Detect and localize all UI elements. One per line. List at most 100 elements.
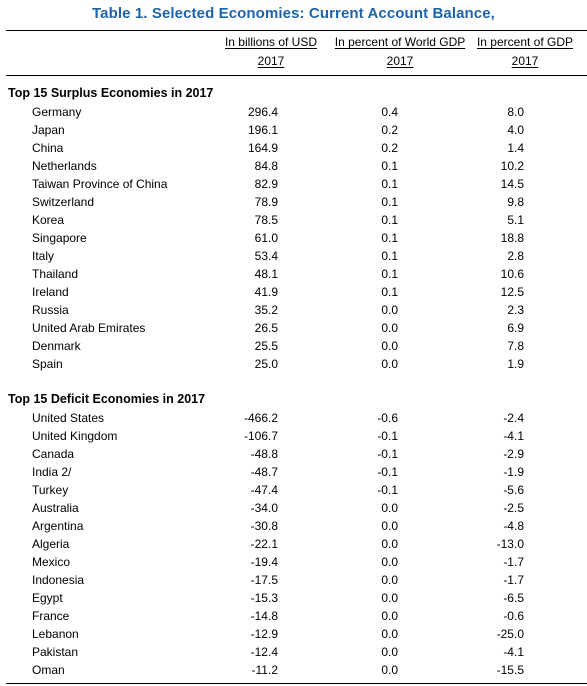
economy-name: Lebanon — [32, 627, 79, 641]
value-percent-gdp: -4.1 — [503, 429, 524, 443]
value-percent-world-gdp: -0.1 — [377, 429, 398, 443]
economy-name: Indonesia — [32, 573, 85, 587]
economy-name: United Arab Emirates — [32, 321, 146, 335]
value-percent-gdp: 1.9 — [507, 357, 524, 371]
economy-name: Canada — [32, 447, 75, 461]
table-row: United Arab Emirates 26.5 0.0 6.9 — [0, 321, 587, 339]
value-billions-usd: -17.5 — [250, 573, 278, 587]
value-percent-gdp: -2.5 — [503, 501, 524, 515]
value-billions-usd: -19.4 — [250, 555, 278, 569]
value-percent-gdp: -4.1 — [503, 645, 524, 659]
value-billions-usd: 41.9 — [254, 285, 278, 299]
value-percent-gdp: 7.8 — [507, 339, 524, 353]
table-row: Korea 78.5 0.1 5.1 — [0, 213, 587, 231]
economy-name: Oman — [32, 663, 65, 677]
economy-name: Italy — [32, 249, 55, 263]
value-percent-world-gdp: 0.0 — [381, 627, 398, 641]
value-billions-usd: -48.8 — [250, 447, 278, 461]
value-percent-gdp: 12.5 — [500, 285, 524, 299]
value-percent-world-gdp: 0.1 — [381, 159, 398, 173]
economy-name: France — [32, 609, 70, 623]
column-header-gdp-label: In percent of GDP — [476, 35, 574, 49]
value-percent-gdp: -2.9 — [503, 447, 524, 461]
value-percent-world-gdp: 0.0 — [381, 321, 398, 335]
deficit-section-title: Top 15 Deficit Economies in 2017 — [8, 392, 206, 406]
table-row: United States -466.2 -0.6 -2.4 — [0, 411, 587, 429]
economy-name: Turkey — [32, 483, 69, 497]
value-percent-world-gdp: 0.1 — [381, 285, 398, 299]
value-billions-usd: 53.4 — [254, 249, 278, 263]
value-percent-gdp: -6.5 — [503, 591, 524, 605]
value-percent-world-gdp: 0.0 — [381, 537, 398, 551]
value-percent-world-gdp: 0.1 — [381, 195, 398, 209]
top-rule — [6, 30, 587, 31]
economy-name: Ireland — [32, 285, 69, 299]
value-percent-gdp: 14.5 — [500, 177, 524, 191]
value-percent-world-gdp: 0.1 — [381, 249, 398, 263]
value-billions-usd: -30.8 — [250, 519, 278, 533]
value-percent-world-gdp: 0.0 — [381, 663, 398, 677]
economy-name: Switzerland — [32, 195, 95, 209]
value-percent-gdp: -1.7 — [503, 555, 524, 569]
economy-name: Pakistan — [32, 645, 79, 659]
value-percent-gdp: -5.6 — [503, 483, 524, 497]
table-row: Turkey -47.4 -0.1 -5.6 — [0, 483, 587, 501]
column-header-usd-year: 2017 — [257, 54, 285, 68]
table-row: Japan 196.1 0.2 4.0 — [0, 123, 587, 141]
value-billions-usd: -47.4 — [250, 483, 278, 497]
value-percent-world-gdp: 0.0 — [381, 573, 398, 587]
value-billions-usd: -11.2 — [251, 663, 278, 677]
value-percent-gdp: -4.8 — [503, 519, 524, 533]
value-billions-usd: -22.1 — [250, 537, 278, 551]
table-row: Germany 296.4 0.4 8.0 — [0, 105, 587, 123]
value-percent-world-gdp: 0.0 — [381, 591, 398, 605]
economy-name: Algeria — [32, 537, 70, 551]
value-percent-world-gdp: 0.1 — [381, 267, 398, 281]
value-percent-gdp: 6.9 — [507, 321, 524, 335]
value-billions-usd: 61.0 — [254, 231, 278, 245]
value-percent-world-gdp: 0.2 — [381, 123, 398, 137]
bottom-rule — [6, 683, 587, 684]
value-percent-gdp: 5.1 — [507, 213, 524, 227]
table-row: Algeria -22.1 0.0 -13.0 — [0, 537, 587, 555]
table-row: Australia -34.0 0.0 -2.5 — [0, 501, 587, 519]
value-billions-usd: 82.9 — [254, 177, 278, 191]
value-billions-usd: 164.9 — [247, 141, 278, 155]
economy-name: Spain — [32, 357, 63, 371]
table-row: Lebanon -12.9 0.0 -25.0 — [0, 627, 587, 645]
economy-name: Netherlands — [32, 159, 97, 173]
value-percent-world-gdp: 0.0 — [381, 339, 398, 353]
value-percent-gdp: -25.0 — [496, 627, 524, 641]
value-billions-usd: 25.0 — [254, 357, 278, 371]
table-row: Pakistan -12.4 0.0 -4.1 — [0, 645, 587, 663]
value-percent-gdp: 1.4 — [507, 141, 524, 155]
value-percent-gdp: 10.2 — [500, 159, 524, 173]
column-header-world-gdp-year: 2017 — [386, 54, 414, 68]
table-row: Thailand 48.1 0.1 10.6 — [0, 267, 587, 285]
table-row: Spain 25.0 0.0 1.9 — [0, 357, 587, 375]
economy-name: Japan — [32, 123, 65, 137]
value-billions-usd: -466.2 — [243, 411, 278, 425]
value-billions-usd: 296.4 — [247, 105, 278, 119]
value-percent-gdp: -1.9 — [503, 465, 524, 479]
value-percent-world-gdp: -0.1 — [377, 465, 398, 479]
table-row: Oman -11.2 0.0 -15.5 — [0, 663, 587, 681]
value-billions-usd: 78.9 — [254, 195, 278, 209]
value-percent-world-gdp: 0.1 — [381, 177, 398, 191]
value-billions-usd: -12.9 — [250, 627, 278, 641]
value-percent-world-gdp: 0.0 — [381, 555, 398, 569]
table-title: Table 1. Selected Economies: Current Acc… — [92, 5, 495, 22]
economy-name: India 2/ — [32, 465, 72, 479]
value-billions-usd: 78.5 — [254, 213, 278, 227]
economy-name: Singapore — [32, 231, 87, 245]
table-row: France -14.8 0.0 -0.6 — [0, 609, 587, 627]
value-percent-world-gdp: 0.2 — [381, 141, 398, 155]
value-percent-world-gdp: -0.1 — [377, 447, 398, 461]
economy-name: China — [32, 141, 64, 155]
value-percent-gdp: -1.7 — [503, 573, 524, 587]
table-row: India 2/ -48.7 -0.1 -1.9 — [0, 465, 587, 483]
value-percent-world-gdp: 0.1 — [381, 231, 398, 245]
table-row: Argentina -30.8 0.0 -4.8 — [0, 519, 587, 537]
value-percent-world-gdp: -0.6 — [377, 411, 398, 425]
value-billions-usd: -106.7 — [243, 429, 278, 443]
